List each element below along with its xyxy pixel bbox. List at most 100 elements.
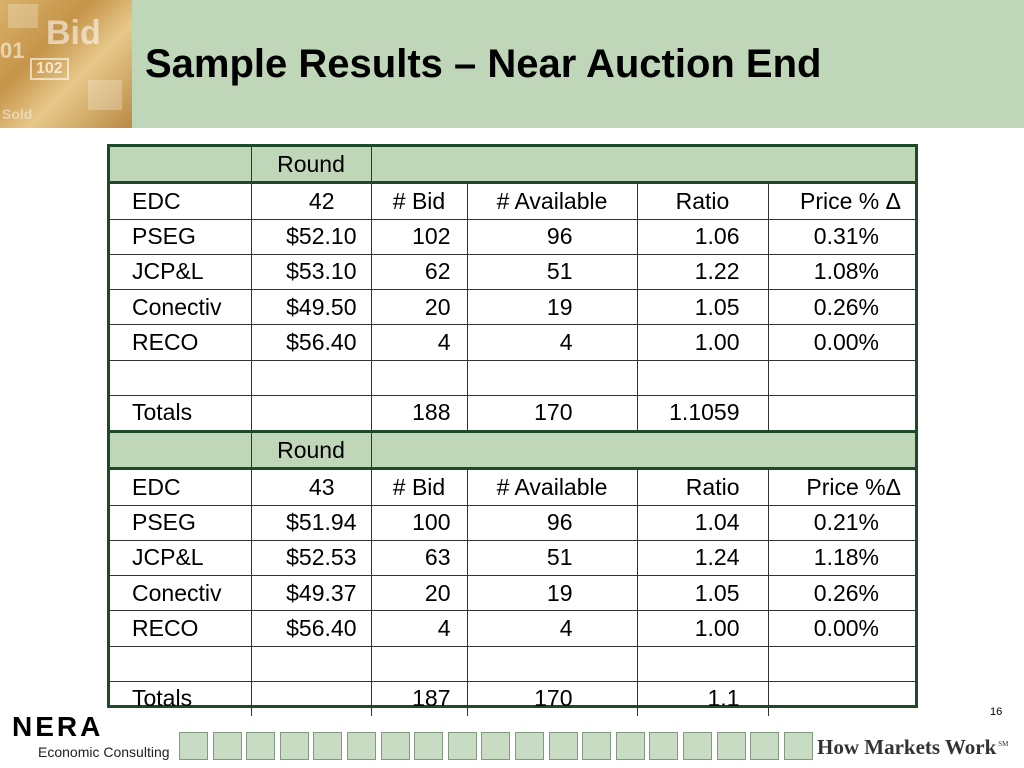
decorative-square xyxy=(582,732,612,760)
photo-block xyxy=(88,80,122,110)
available-cell: 96 xyxy=(467,219,638,255)
table-row: Conectiv $49.37 20 19 1.05 0.26% xyxy=(110,575,915,612)
price-cell: $56.40 xyxy=(251,324,372,361)
decorative-square xyxy=(246,732,276,760)
decorative-square xyxy=(481,732,511,760)
totals-row: Totals 188 170 1.1059 xyxy=(110,395,915,433)
bid-cell: 20 xyxy=(371,289,468,326)
edc-header: EDC xyxy=(110,467,252,506)
edc-header: EDC xyxy=(110,181,252,220)
edc-cell: PSEG xyxy=(110,219,252,255)
decorative-square xyxy=(682,732,712,760)
nera-logo-subtitle: Economic Consulting xyxy=(38,744,170,760)
decorative-square xyxy=(716,732,746,760)
price-change-cell: 0.00% xyxy=(768,324,915,361)
empty-row xyxy=(110,360,915,396)
bid-cell: 20 xyxy=(371,575,468,612)
decorative-square xyxy=(548,732,578,760)
bid-cell: 100 xyxy=(371,505,468,541)
price-cell: $56.40 xyxy=(251,610,372,647)
photo-block xyxy=(8,4,38,28)
edc-cell: Conectiv xyxy=(110,289,252,326)
ratio-cell: 1.00 xyxy=(637,610,769,647)
price-change-cell: 0.26% xyxy=(768,575,915,612)
available-cell: 51 xyxy=(467,540,638,577)
bid-cell: 62 xyxy=(371,254,468,291)
totals-available: 170 xyxy=(467,681,638,716)
tagline-text: How Markets Work xyxy=(817,735,997,759)
totals-row: Totals 187 170 1.1 xyxy=(110,681,915,716)
price-change-cell: 0.26% xyxy=(768,289,915,326)
available-cell: 96 xyxy=(467,505,638,541)
price-change-cell: 1.08% xyxy=(768,254,915,291)
decorative-square xyxy=(615,732,645,760)
round-header-row: Round xyxy=(110,147,915,184)
bid-cell: 4 xyxy=(371,610,468,647)
available-cell: 4 xyxy=(467,610,638,647)
column-header-row: EDC 42 # Bid # Available Ratio Price % Δ xyxy=(110,181,915,220)
photo-text-bid: Bid xyxy=(46,14,101,52)
available-cell: 4 xyxy=(467,324,638,361)
price-cell: $52.53 xyxy=(251,540,372,577)
price-change-cell: 1.18% xyxy=(768,540,915,577)
decorative-square xyxy=(279,732,309,760)
available-header: # Available xyxy=(467,467,638,506)
table-row: PSEG $52.10 102 96 1.06 0.31% xyxy=(110,219,915,255)
ratio-header: Ratio xyxy=(637,467,769,506)
available-cell: 19 xyxy=(467,289,638,326)
edc-cell: RECO xyxy=(110,324,252,361)
title-band: 01 Bid 102 Sold Sample Results – Near Au… xyxy=(0,0,1024,128)
table-row: RECO $56.40 4 4 1.00 0.00% xyxy=(110,324,915,361)
bid-cell: 4 xyxy=(371,324,468,361)
totals-ratio: 1.1 xyxy=(637,681,769,716)
price-change-cell: 0.21% xyxy=(768,505,915,541)
decorative-squares xyxy=(179,732,817,762)
service-mark: SM xyxy=(998,740,1009,748)
table-row: PSEG $51.94 100 96 1.04 0.21% xyxy=(110,505,915,541)
decorative-square xyxy=(750,732,780,760)
available-header: # Available xyxy=(467,181,638,220)
table-row: Conectiv $49.50 20 19 1.05 0.26% xyxy=(110,289,915,326)
bid-header: # Bid xyxy=(371,467,468,506)
results-table: Round EDC 42 # Bid # Available Ratio Pri… xyxy=(107,144,918,716)
price-cell: $53.10 xyxy=(251,254,372,291)
price-change-header: Price % Δ xyxy=(768,181,915,220)
totals-label: Totals xyxy=(110,681,252,716)
decorative-square xyxy=(514,732,544,760)
column-header-row: EDC 43 # Bid # Available Ratio Price %Δ xyxy=(110,467,915,506)
photo-text-sold: Sold xyxy=(2,106,33,122)
decorative-square xyxy=(179,732,208,760)
page-number: 16 xyxy=(990,706,1003,718)
bid-cell: 63 xyxy=(371,540,468,577)
bid-header: # Bid xyxy=(371,181,468,220)
totals-bid: 188 xyxy=(371,395,468,433)
nera-logo: NERA xyxy=(12,711,104,742)
decorative-square xyxy=(380,732,410,760)
edc-cell: Conectiv xyxy=(110,575,252,612)
ratio-cell: 1.24 xyxy=(637,540,769,577)
price-change-header: Price %Δ xyxy=(768,467,915,506)
decorative-square xyxy=(414,732,444,760)
totals-available: 170 xyxy=(467,395,638,433)
edc-cell: PSEG xyxy=(110,505,252,541)
decorative-square xyxy=(447,732,477,760)
table-row: RECO $56.40 4 4 1.00 0.00% xyxy=(110,610,915,647)
totals-bid: 187 xyxy=(371,681,468,716)
ratio-cell: 1.22 xyxy=(637,254,769,291)
price-cell: $52.10 xyxy=(251,219,372,255)
price-cell: $51.94 xyxy=(251,505,372,541)
photo-text-102: 102 xyxy=(30,58,69,80)
ratio-cell: 1.05 xyxy=(637,289,769,326)
round-label: Round xyxy=(251,429,372,470)
empty-row xyxy=(110,646,915,682)
photo-text-01: 01 xyxy=(0,38,25,63)
ratio-header: Ratio xyxy=(637,181,769,220)
available-cell: 51 xyxy=(467,254,638,291)
decorative-square xyxy=(649,732,679,760)
tagline: How Markets Work SM xyxy=(817,735,1008,760)
round-label: Round xyxy=(251,147,372,184)
totals-label: Totals xyxy=(110,395,252,433)
price-change-cell: 0.00% xyxy=(768,610,915,647)
auction-photo: 01 Bid 102 Sold xyxy=(0,0,132,128)
ratio-cell: 1.00 xyxy=(637,324,769,361)
